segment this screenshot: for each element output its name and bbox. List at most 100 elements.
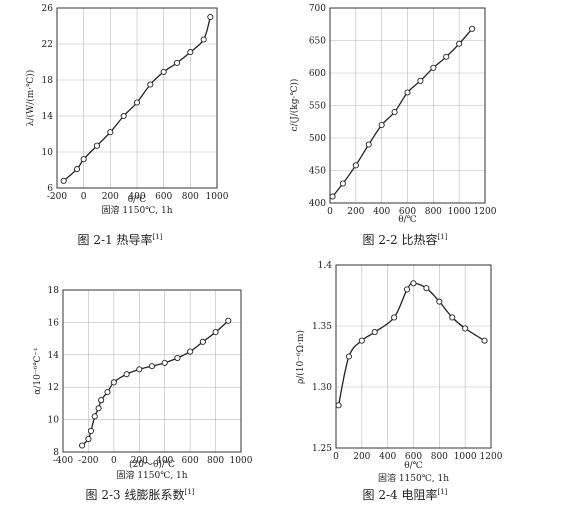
x-tick-label: 400: [373, 207, 390, 217]
data-point: [207, 13, 214, 21]
data-point: [339, 180, 346, 187]
y-tick-label: 14: [48, 351, 60, 361]
x-tick-label: 0: [327, 207, 333, 217]
data-point: [110, 379, 117, 386]
x-tick-label: 600: [155, 192, 172, 202]
figure-caption: 图 2-2 比热容[1]: [363, 232, 448, 247]
y-axis-label: ρ/(10⁻⁶Ω·m): [295, 330, 306, 384]
data-point: [345, 353, 352, 360]
y-tick-label: 26: [42, 4, 54, 14]
data-point: [79, 442, 86, 449]
data-point: [335, 402, 342, 409]
data-point: [133, 99, 141, 106]
x-tick-label: 200: [102, 192, 119, 202]
x-axis-label: θ/℃: [398, 215, 417, 225]
y-tick-label: 1.25: [312, 444, 332, 454]
data-point: [93, 142, 101, 149]
x-tick-label: 1000: [206, 192, 229, 202]
y-tick-label: 10: [42, 148, 54, 158]
data-point: [212, 329, 219, 336]
data-point: [107, 129, 114, 136]
x-tick-label: 0: [81, 192, 87, 202]
data-point: [462, 325, 469, 332]
x-tick-label: 400: [379, 452, 396, 462]
data-point: [469, 25, 476, 32]
y-axis-label: λ/(W/(m·℃)): [25, 70, 36, 127]
x-tick-label: 400: [156, 456, 173, 466]
chart-2: 0 200 400 600 800 1000 1200 400 450 500 550 600 650 7…: [289, 4, 497, 247]
chart-4: 0 200 400 600 800 1000 1200 1.25 1.30 1.35 1.4 θ/℃ ρ…: [295, 261, 503, 502]
data-point: [371, 329, 378, 336]
y-tick-label: 8: [53, 448, 59, 458]
caption-reference: [1]: [438, 488, 448, 496]
data-point: [160, 68, 167, 75]
x-tick-label: 800: [182, 192, 199, 202]
y-tick-label: 6: [47, 184, 53, 194]
y-tick-label: 400: [309, 199, 326, 209]
plot-frame: [329, 7, 486, 204]
x-tick-label: 200: [353, 452, 370, 462]
data-point: [352, 162, 359, 169]
y-axis-label: α/10⁻⁶℃⁻¹: [33, 347, 43, 394]
plot-frame: [62, 289, 242, 453]
caption-reference: [1]: [153, 233, 163, 241]
y-tick-label: 12: [48, 383, 59, 393]
chart-1: -200 0 200 400 600 800 1000 6 10 14 18 22 26 θ/℃ λ/(W/…: [25, 4, 229, 247]
data-point: [404, 89, 411, 96]
y-tick-label: 18: [48, 286, 60, 296]
y-tick-label: 450: [309, 167, 326, 177]
data-point: [60, 177, 67, 184]
x-axis-label: θ/℃: [128, 195, 147, 205]
data-point: [481, 337, 488, 344]
data-point: [148, 363, 156, 370]
data-point: [456, 40, 463, 47]
y-axis-label: c/(J/(kg·℃)): [289, 79, 300, 132]
data-point: [98, 397, 105, 404]
chart-3: -400 -200 0 200 400 600 800 1000 8 10 12 14 16 18 (20～…: [33, 286, 253, 502]
data-point: [147, 81, 154, 88]
x-tick-label: 600: [399, 207, 416, 217]
x-tick-label: 600: [405, 452, 422, 462]
x-tick-label: 200: [131, 456, 148, 466]
figure-caption: 图 2-4 电阻率[1]: [363, 487, 448, 502]
data-point: [80, 156, 87, 163]
y-tick-label: 18: [42, 76, 54, 86]
caption-reference: [1]: [185, 488, 195, 496]
condition-note: 固溶 1150℃, 1h: [378, 472, 449, 484]
y-tick-label: 1.4: [318, 261, 333, 271]
data-point: [391, 108, 398, 116]
data-point: [173, 59, 181, 66]
y-tick-label: 10: [48, 416, 60, 426]
y-tick-label: 14: [42, 112, 54, 122]
y-tick-label: 500: [309, 134, 326, 144]
data-point: [410, 280, 417, 287]
data-point: [87, 427, 95, 434]
x-tick-label: 800: [425, 207, 442, 217]
x-tick-label: 0: [111, 456, 117, 466]
x-axis-label: θ/℃: [404, 461, 423, 471]
x-tick-label: 1200: [474, 207, 497, 217]
data-point: [123, 371, 130, 378]
x-tick-label: 1000: [448, 207, 471, 217]
series-line: [81, 320, 229, 446]
data-point: [358, 337, 365, 344]
y-tick-label: 1.35: [312, 322, 332, 332]
condition-note: 固溶 1150℃, 1h: [116, 469, 187, 481]
y-tick-label: 22: [42, 40, 53, 50]
data-point: [85, 435, 92, 443]
x-tick-label: 1000: [230, 456, 253, 466]
x-tick-label: 1200: [480, 452, 503, 462]
data-point: [436, 298, 443, 305]
data-point: [104, 389, 111, 396]
data-point: [423, 285, 430, 292]
data-point: [417, 77, 424, 84]
data-point: [378, 121, 385, 129]
x-tick-label: 800: [207, 456, 224, 466]
caption-reference: [1]: [438, 233, 448, 241]
data-point: [449, 314, 456, 321]
plot-frame: [56, 7, 218, 189]
x-axis-label: (20～θ)/℃: [129, 459, 175, 470]
y-tick-label: 1.30: [312, 383, 332, 393]
figure-caption: 图 2-3 线膨胀系数[1]: [86, 487, 195, 502]
figure-caption: 图 2-1 热导率[1]: [78, 232, 163, 247]
